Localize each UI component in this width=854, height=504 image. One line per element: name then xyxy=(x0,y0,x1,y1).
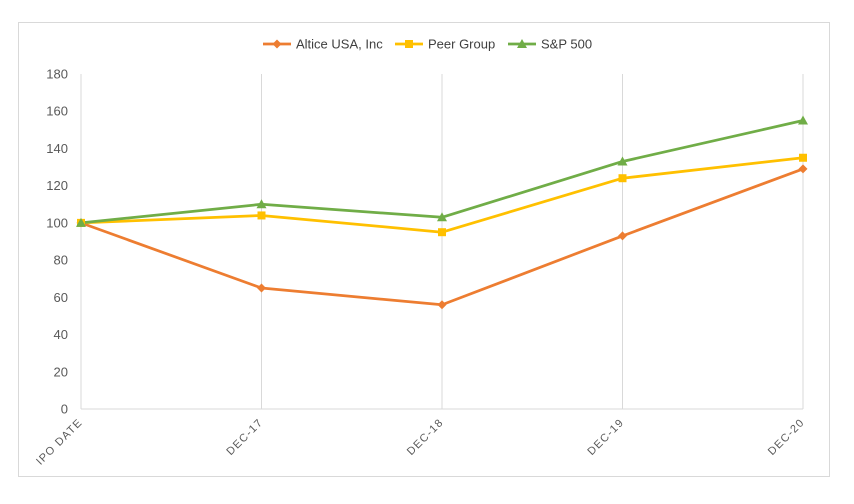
data-point-peer-group xyxy=(799,153,807,162)
data-point-peer-group xyxy=(257,211,266,220)
x-tick-label: DEC-20 xyxy=(766,417,807,458)
data-point-altice-usa-inc xyxy=(798,164,808,174)
y-tick-label: 60 xyxy=(54,290,68,305)
data-point-peer-group xyxy=(438,228,446,237)
legend: Altice USA, Inc Peer Group S&P 500 xyxy=(263,37,592,52)
data-point-altice-usa-inc xyxy=(618,231,627,241)
axes xyxy=(80,74,803,410)
legend-marker-s-p-500 xyxy=(517,39,527,48)
legend-marker-peer-group xyxy=(405,40,413,48)
y-tick-label: 40 xyxy=(54,327,68,342)
data-point-s-p-500 xyxy=(617,156,628,166)
x-tick-label: DEC-17 xyxy=(224,417,265,458)
data-point-s-p-500 xyxy=(76,217,86,227)
x-axis-ticks: IPO DATE DEC-17 DEC-18 DEC-19 DEC-20 xyxy=(34,417,807,468)
data-point-altice-usa-inc xyxy=(257,283,266,293)
x-tick-label: DEC-18 xyxy=(405,417,446,458)
gridlines xyxy=(261,74,804,409)
y-tick-label: 140 xyxy=(46,141,68,156)
y-tick-label: 20 xyxy=(54,364,68,379)
legend-label-peer-group: Peer Group xyxy=(428,37,495,52)
x-tick-label: IPO DATE xyxy=(34,417,85,468)
y-tick-label: 120 xyxy=(46,178,68,193)
series-markers xyxy=(76,115,808,310)
y-tick-label: 160 xyxy=(46,104,68,119)
x-tick-label: DEC-19 xyxy=(585,417,626,458)
legend-label-s-p-500: S&P 500 xyxy=(541,37,592,52)
legend-label-altice-usa-inc: Altice USA, Inc xyxy=(296,37,383,52)
data-point-s-p-500 xyxy=(437,212,447,222)
y-tick-label: 0 xyxy=(61,402,68,417)
legend-marker-altice-usa-inc xyxy=(272,39,282,49)
y-tick-label: 100 xyxy=(46,215,68,230)
y-tick-label: 80 xyxy=(54,253,68,268)
y-axis-ticks: 0 20 40 60 80 100 120 140 160 180 xyxy=(46,67,68,417)
data-point-peer-group xyxy=(618,174,627,183)
data-point-altice-usa-inc xyxy=(437,300,447,310)
data-point-s-p-500 xyxy=(256,199,267,209)
y-tick-label: 180 xyxy=(46,67,68,82)
data-point-s-p-500 xyxy=(798,115,808,125)
